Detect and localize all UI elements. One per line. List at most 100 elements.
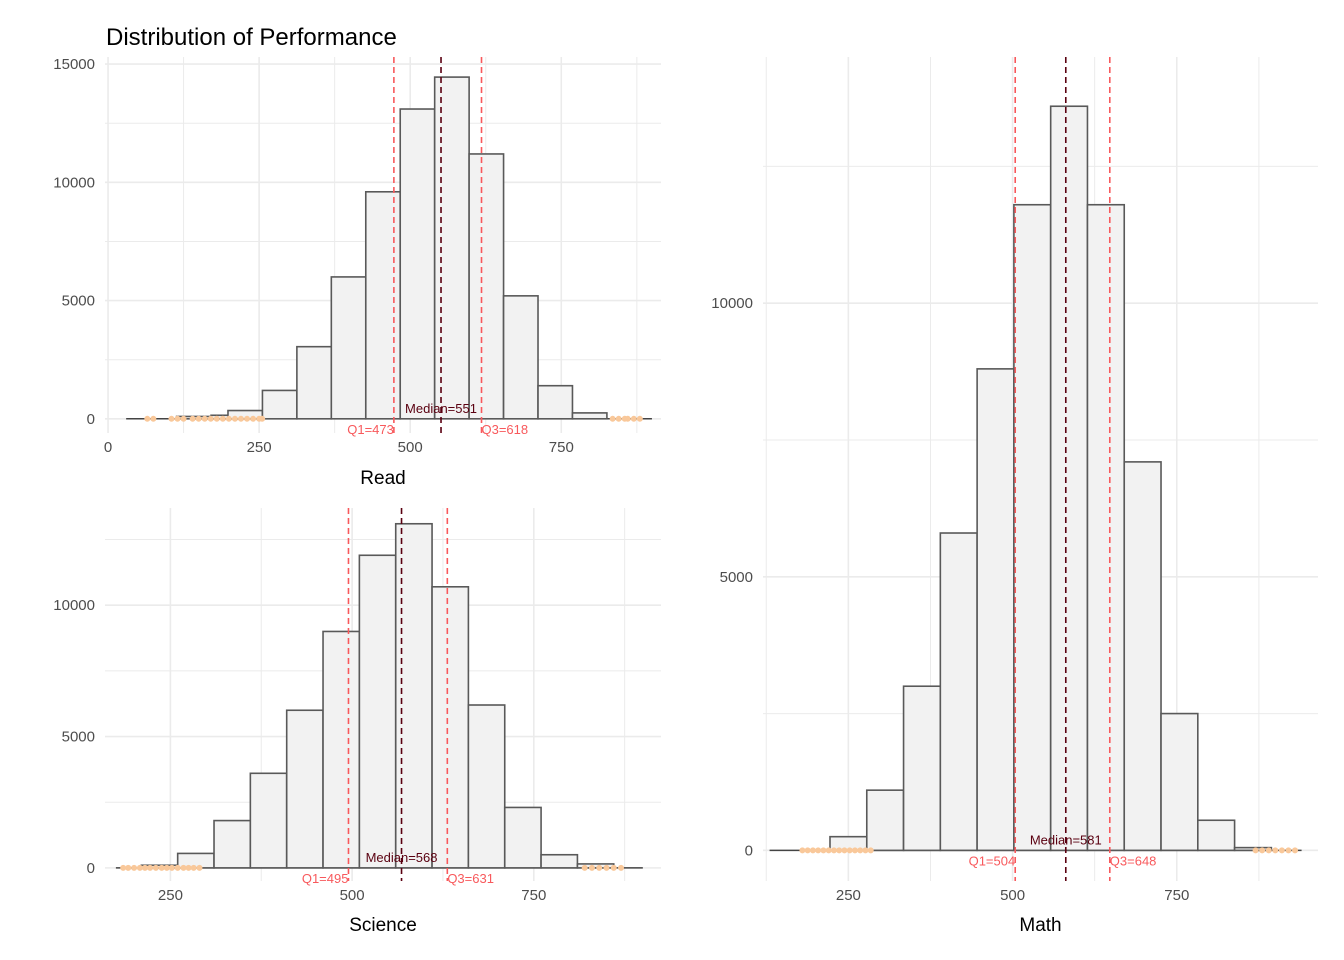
- histogram-bar: [976, 368, 1015, 852]
- outlier-point: [846, 847, 853, 854]
- outlier-point: [630, 415, 637, 422]
- x-tick-label: 500: [398, 439, 423, 456]
- histogram-bar: [213, 819, 252, 869]
- histogram-bar: [468, 153, 505, 420]
- outlier-point: [207, 415, 214, 422]
- outlier-point: [231, 415, 238, 422]
- outlier-point: [836, 847, 843, 854]
- panel-science: Q1=495 Q3=631 Median=568 0 5000 10000 250 500 75…: [53, 508, 661, 936]
- y-tick-label: 15000: [53, 56, 95, 73]
- outlier-point: [815, 847, 822, 854]
- outlier-point: [195, 415, 202, 422]
- outlier-point: [147, 864, 154, 871]
- outlier-point: [163, 864, 170, 871]
- q3-label: Q3=648: [1110, 853, 1157, 868]
- outlier-point: [1292, 847, 1299, 854]
- outlier-point: [259, 415, 266, 422]
- outlier-point: [168, 864, 175, 871]
- histogram-bar: [502, 295, 539, 420]
- outlier-point: [158, 864, 165, 871]
- outlier-point: [825, 847, 832, 854]
- histogram-bar: [1123, 461, 1162, 852]
- outlier-point: [609, 415, 616, 422]
- histogram-bar: [249, 772, 288, 869]
- histogram-bar: [1160, 712, 1199, 852]
- outlier-point: [603, 864, 610, 871]
- q3-label: Q3=631: [447, 871, 494, 886]
- outlier-point: [610, 864, 617, 871]
- x-tick-label: 0: [104, 439, 112, 456]
- median-label: Median=581: [1030, 832, 1102, 847]
- outlier-point: [1265, 847, 1272, 854]
- histogram-bar: [399, 108, 436, 420]
- x-tick-label: 250: [836, 887, 861, 904]
- y-tick-label: 0: [87, 860, 95, 877]
- panel-math: Q1=504 Q3=648 Median=581 0 5000 10000 250 500 75…: [711, 57, 1318, 936]
- histogram-bar: [865, 789, 905, 852]
- x-axis-title: Science: [349, 915, 417, 936]
- outlier-point: [120, 864, 127, 871]
- q1-label: Q1=495: [302, 871, 349, 886]
- outlier-point: [189, 415, 196, 422]
- outlier-point: [213, 415, 220, 422]
- q1-label: Q1=473: [347, 422, 394, 437]
- outlier-point: [830, 847, 837, 854]
- outlier-point: [136, 864, 143, 871]
- histogram-bar: [902, 685, 942, 852]
- outlier-point: [141, 864, 148, 871]
- outlier-point: [624, 415, 631, 422]
- y-tick-label: 10000: [53, 597, 95, 614]
- outlier-point: [618, 864, 625, 871]
- chart-title: Distribution of Performance: [106, 24, 397, 51]
- outlier-point: [152, 864, 159, 871]
- outlier-point: [244, 415, 251, 422]
- outlier-point: [131, 864, 138, 871]
- outlier-point: [588, 864, 595, 871]
- histogram-bar: [433, 76, 470, 420]
- outlier-point: [1252, 847, 1259, 854]
- outlier-point: [185, 864, 192, 871]
- outlier-point: [180, 864, 187, 871]
- q3-label: Q3=618: [482, 422, 529, 437]
- outlier-point: [125, 864, 132, 871]
- x-tick-label: 500: [1000, 887, 1025, 904]
- y-tick-label: 10000: [711, 295, 753, 312]
- outlier-point: [174, 864, 181, 871]
- histogram-bar: [1086, 203, 1126, 852]
- histogram-bar: [330, 276, 367, 420]
- outlier-point: [799, 847, 806, 854]
- outlier-point: [1272, 847, 1279, 854]
- outlier-point: [219, 415, 226, 422]
- outlier-point: [804, 847, 811, 854]
- outlier-point: [862, 847, 869, 854]
- y-tick-label: 10000: [53, 174, 95, 191]
- histogram-bar: [537, 384, 574, 420]
- x-tick-label: 750: [521, 887, 546, 904]
- outlier-point: [615, 415, 622, 422]
- y-tick-label: 5000: [62, 293, 95, 310]
- x-axis-title: Read: [360, 468, 405, 489]
- histogram-bar: [939, 532, 978, 852]
- x-tick-label: 750: [549, 439, 574, 456]
- y-tick-label: 0: [745, 842, 753, 859]
- y-tick-label: 5000: [720, 569, 753, 586]
- outlier-point: [581, 864, 588, 871]
- outlier-point: [1278, 847, 1285, 854]
- outlier-point: [636, 415, 643, 422]
- outlier-point: [196, 864, 203, 871]
- y-tick-label: 5000: [62, 729, 95, 746]
- histogram-bar: [1197, 819, 1236, 852]
- outlier-point: [857, 847, 864, 854]
- histogram-bar: [296, 345, 333, 420]
- outlier-point: [174, 415, 181, 422]
- x-tick-label: 250: [247, 439, 272, 456]
- histogram-bar: [322, 630, 361, 869]
- histogram-bar: [1049, 105, 1089, 852]
- histogram-bar: [467, 704, 506, 869]
- outlier-point: [180, 415, 187, 422]
- outlier-point: [144, 415, 151, 422]
- outlier-point: [809, 847, 816, 854]
- x-axis-title: Math: [1019, 915, 1061, 936]
